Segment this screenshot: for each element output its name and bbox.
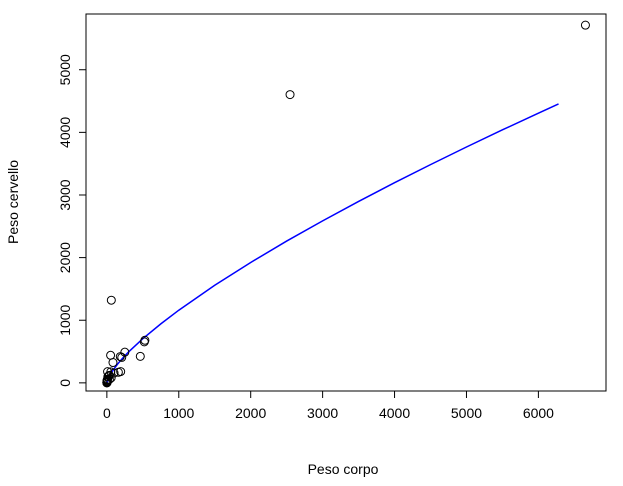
y-axis: 0 1000 2000 3000 4000 5000 <box>57 54 87 387</box>
x-tick-label: 3000 <box>307 405 338 421</box>
points-layer <box>102 20 590 388</box>
data-point <box>580 20 590 30</box>
x-tick-label: 0 <box>103 405 111 421</box>
y-tick-label: 0 <box>57 379 73 387</box>
fit-curve <box>106 103 559 384</box>
y-tick-label: 4000 <box>57 117 73 148</box>
y-tick-label: 2000 <box>57 242 73 273</box>
data-point <box>102 377 112 387</box>
data-point <box>117 352 127 362</box>
y-tick-label: 3000 <box>57 179 73 210</box>
data-point <box>135 351 145 361</box>
x-axis: 0 1000 2000 3000 4000 5000 6000 <box>103 390 554 421</box>
x-axis-title: Peso corpo <box>308 461 379 477</box>
y-tick-label: 1000 <box>57 304 73 335</box>
data-point <box>108 358 118 368</box>
data-point <box>285 90 295 100</box>
data-point <box>140 335 150 345</box>
data-point <box>106 295 116 305</box>
x-tick-label: 1000 <box>163 405 194 421</box>
x-tick-label: 6000 <box>523 405 554 421</box>
y-axis-title: Peso cervello <box>5 160 21 244</box>
data-point <box>115 352 125 362</box>
x-tick-label: 5000 <box>451 405 482 421</box>
x-tick-label: 2000 <box>235 405 266 421</box>
y-tick-label: 5000 <box>57 54 73 85</box>
x-tick-label: 4000 <box>379 405 410 421</box>
plot-frame <box>85 13 607 392</box>
fit-curve-layer <box>106 103 559 384</box>
